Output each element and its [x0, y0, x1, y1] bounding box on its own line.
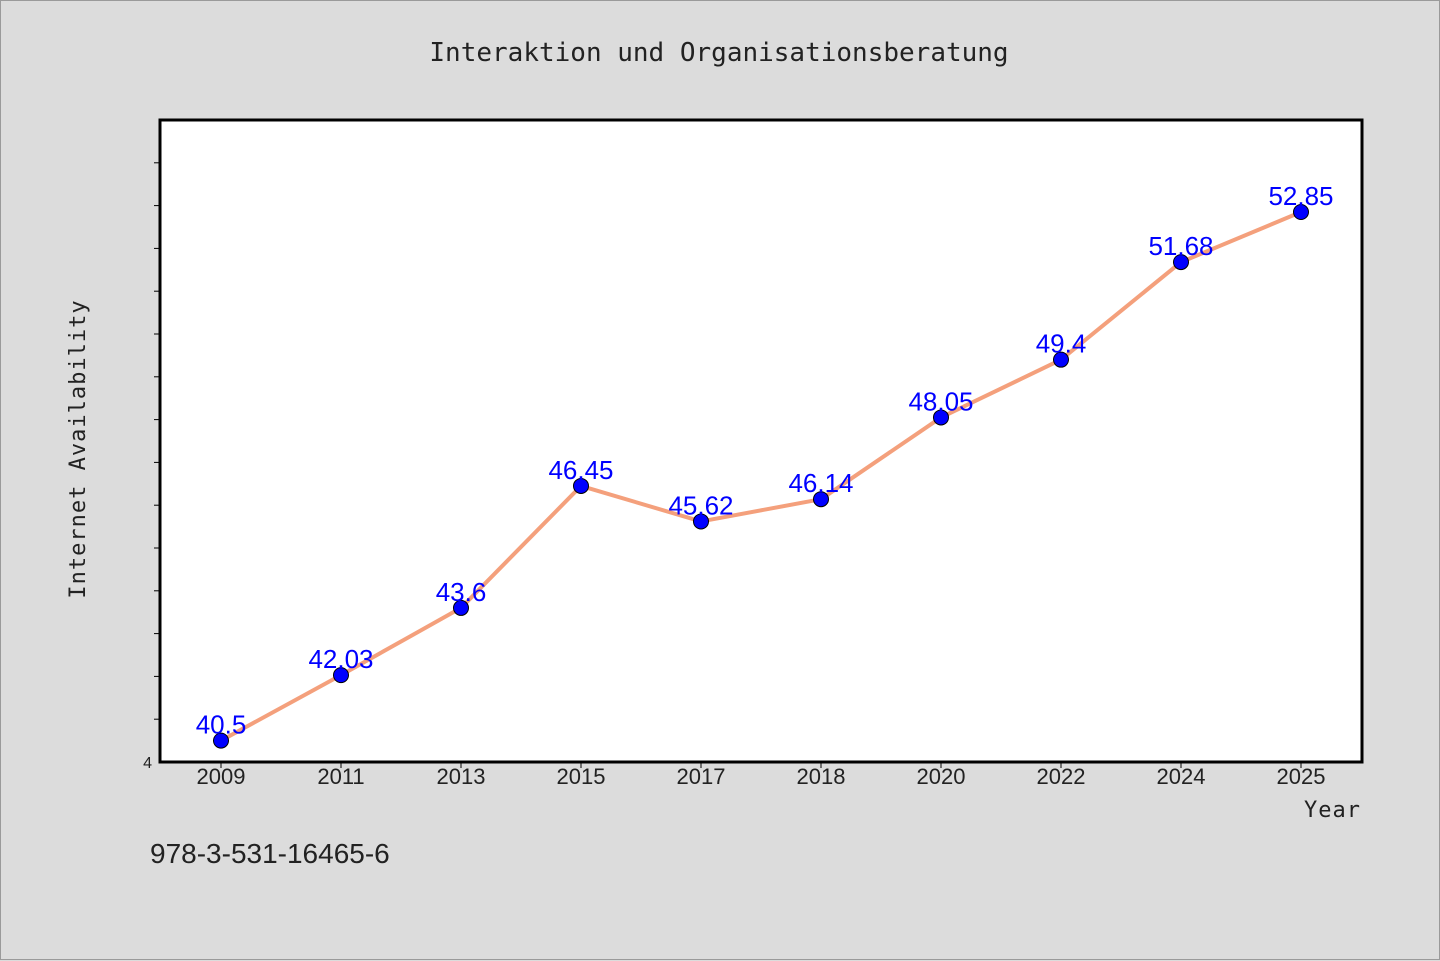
data-point: [1293, 204, 1309, 221]
x-tick-label: 2020: [917, 764, 966, 789]
data-point: [573, 477, 589, 494]
x-axis-ticks: 2009 2011 2013 2015 2017 2018 2020 2022 2024 2025: [197, 762, 1326, 789]
data-point: [933, 409, 949, 426]
data-label: 45.62: [668, 490, 733, 520]
series-line: [220, 210, 1302, 743]
x-tick-label: 2017: [677, 764, 726, 789]
data-point: [1053, 351, 1069, 368]
y-tick-label: 4: [143, 755, 152, 772]
x-tick-label: 2013: [437, 764, 486, 789]
data-point: [213, 732, 229, 749]
data-label: 52.85: [1268, 181, 1333, 211]
data-label: 46.45: [548, 455, 613, 485]
footer-isbn: 978-3-531-16465-6: [150, 838, 390, 869]
x-tick-label: 2024: [1157, 764, 1206, 789]
x-tick-label: 2011: [317, 764, 364, 789]
data-point: [453, 599, 469, 616]
data-point: [1173, 254, 1189, 271]
x-tick-label: 2018: [797, 764, 846, 789]
data-point: [693, 513, 709, 530]
x-tick-label: 2015: [557, 764, 606, 789]
data-point: [333, 667, 349, 684]
x-tick-label: 2009: [197, 764, 246, 789]
data-label: 48.05: [908, 386, 973, 416]
x-tick-label: 2022: [1037, 764, 1086, 789]
y-axis-label: Internet Availability: [66, 299, 91, 598]
data-label: 43.6: [436, 577, 487, 607]
x-tick-label: 2025: [1277, 764, 1326, 789]
data-label: 40.5: [196, 710, 247, 740]
data-label: 51.68: [1148, 231, 1213, 261]
x-axis-label: Year: [1304, 798, 1361, 823]
data-label: 42.03: [308, 644, 373, 674]
series-layer: 40.5 42.03 43.6 46.45 45.62 46.14 48.05 49.4 51.…: [196, 181, 1334, 749]
y-axis-ticks: 4: [143, 162, 160, 772]
plot-area: [158, 118, 1364, 764]
data-point: [813, 491, 829, 508]
chart-title: Interaktion und Organisationsberatung: [429, 38, 1008, 68]
data-label: 49.4: [1036, 329, 1087, 359]
data-label: 46.14: [788, 468, 853, 498]
